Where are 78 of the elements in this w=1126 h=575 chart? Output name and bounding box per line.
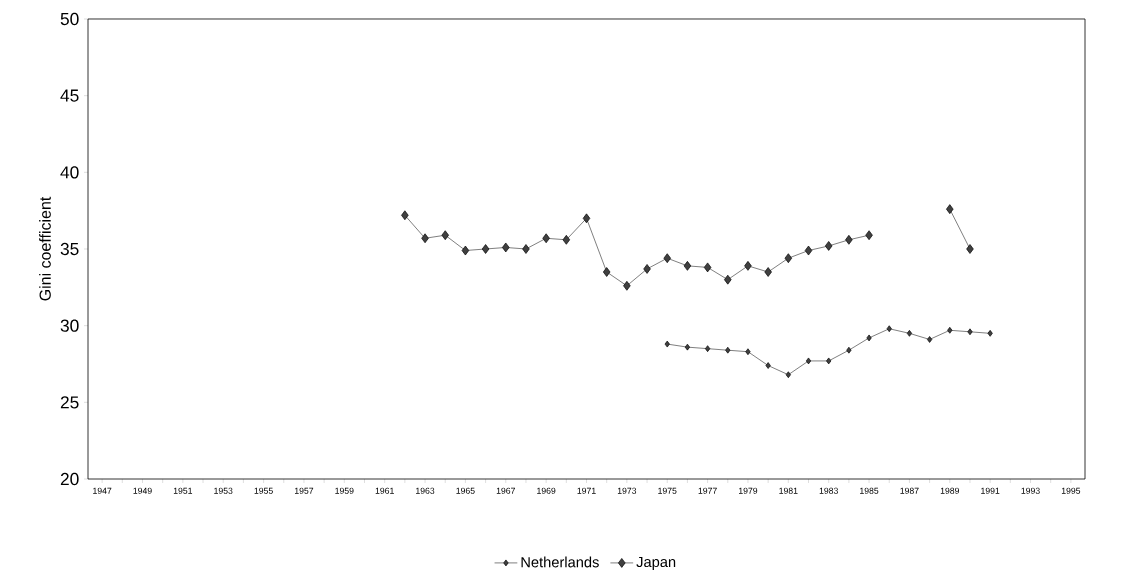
point xyxy=(724,275,732,285)
x-tick-label: 1961 xyxy=(375,487,394,495)
point xyxy=(866,334,872,342)
y-tick-label: 50 xyxy=(60,13,79,26)
point xyxy=(542,233,550,244)
y-tick-label: 30 xyxy=(60,319,79,333)
x-tick-label: 1947 xyxy=(93,487,112,495)
point xyxy=(703,262,712,273)
x-tick-label: 1973 xyxy=(617,487,637,495)
legend-label: Netherlands xyxy=(521,556,599,568)
x-tick-label: 1953 xyxy=(214,487,233,495)
point xyxy=(623,281,631,291)
x-tick-label: 1967 xyxy=(496,487,515,495)
x-tick-label: 1949 xyxy=(133,487,152,495)
x-tick-label: 1957 xyxy=(294,487,314,495)
point xyxy=(643,264,651,274)
point xyxy=(684,344,691,351)
point xyxy=(824,241,833,251)
x-tick-label: 1981 xyxy=(779,487,798,495)
x-tick-label: 1983 xyxy=(819,487,838,495)
point xyxy=(522,244,530,255)
point xyxy=(725,347,731,354)
point xyxy=(481,244,490,255)
x-tick-label: 1965 xyxy=(456,487,475,495)
point xyxy=(765,362,771,370)
x-tick-label: 1987 xyxy=(900,487,919,495)
point xyxy=(886,325,892,333)
legend-label: Japan xyxy=(636,557,676,571)
point xyxy=(502,242,510,253)
point xyxy=(946,204,954,215)
point xyxy=(582,213,591,224)
point xyxy=(421,233,429,244)
point xyxy=(705,345,711,353)
x-tick-label: 1963 xyxy=(416,487,435,495)
x-tick-label: 1995 xyxy=(1061,487,1081,495)
y-axis-title: Gini coefficient xyxy=(39,197,51,301)
y-tick-label: 20 xyxy=(60,473,79,486)
point xyxy=(967,328,973,336)
point xyxy=(826,357,832,365)
point xyxy=(966,244,974,255)
x-tick-label: 1955 xyxy=(254,487,273,495)
point xyxy=(804,245,813,256)
x-tick-label: 1975 xyxy=(658,487,677,495)
point xyxy=(745,348,751,356)
point xyxy=(663,253,671,264)
point xyxy=(664,340,670,348)
x-tick-label: 1969 xyxy=(537,487,556,495)
point xyxy=(764,267,772,278)
point xyxy=(846,347,852,354)
point xyxy=(461,245,470,256)
point xyxy=(906,330,913,337)
y-tick-label: 25 xyxy=(60,396,79,409)
point xyxy=(927,336,933,344)
point xyxy=(562,235,571,245)
x-tick-label: 1979 xyxy=(739,487,758,495)
point xyxy=(805,357,812,365)
x-tick-label: 1993 xyxy=(1021,487,1040,495)
y-tick-label: 45 xyxy=(60,89,79,102)
point xyxy=(865,230,873,241)
x-tick-label: 1959 xyxy=(335,487,354,495)
point xyxy=(683,261,692,271)
y-tick-label: 35 xyxy=(60,243,79,256)
point xyxy=(947,327,953,334)
point xyxy=(401,210,409,221)
point xyxy=(602,267,611,278)
x-tick-label: 1951 xyxy=(173,487,193,495)
x-tick-label: 1977 xyxy=(698,487,717,495)
x-tick-label: 1989 xyxy=(940,487,960,495)
x-tick-label: 1991 xyxy=(981,487,1000,495)
x-tick-label: 1985 xyxy=(860,487,879,495)
point xyxy=(845,235,853,245)
point xyxy=(441,230,449,241)
y-tick-label: 40 xyxy=(60,166,79,179)
point xyxy=(785,371,791,379)
point xyxy=(744,261,752,271)
x-tick-label: 1971 xyxy=(577,487,596,495)
point xyxy=(784,253,793,264)
point xyxy=(987,330,993,337)
